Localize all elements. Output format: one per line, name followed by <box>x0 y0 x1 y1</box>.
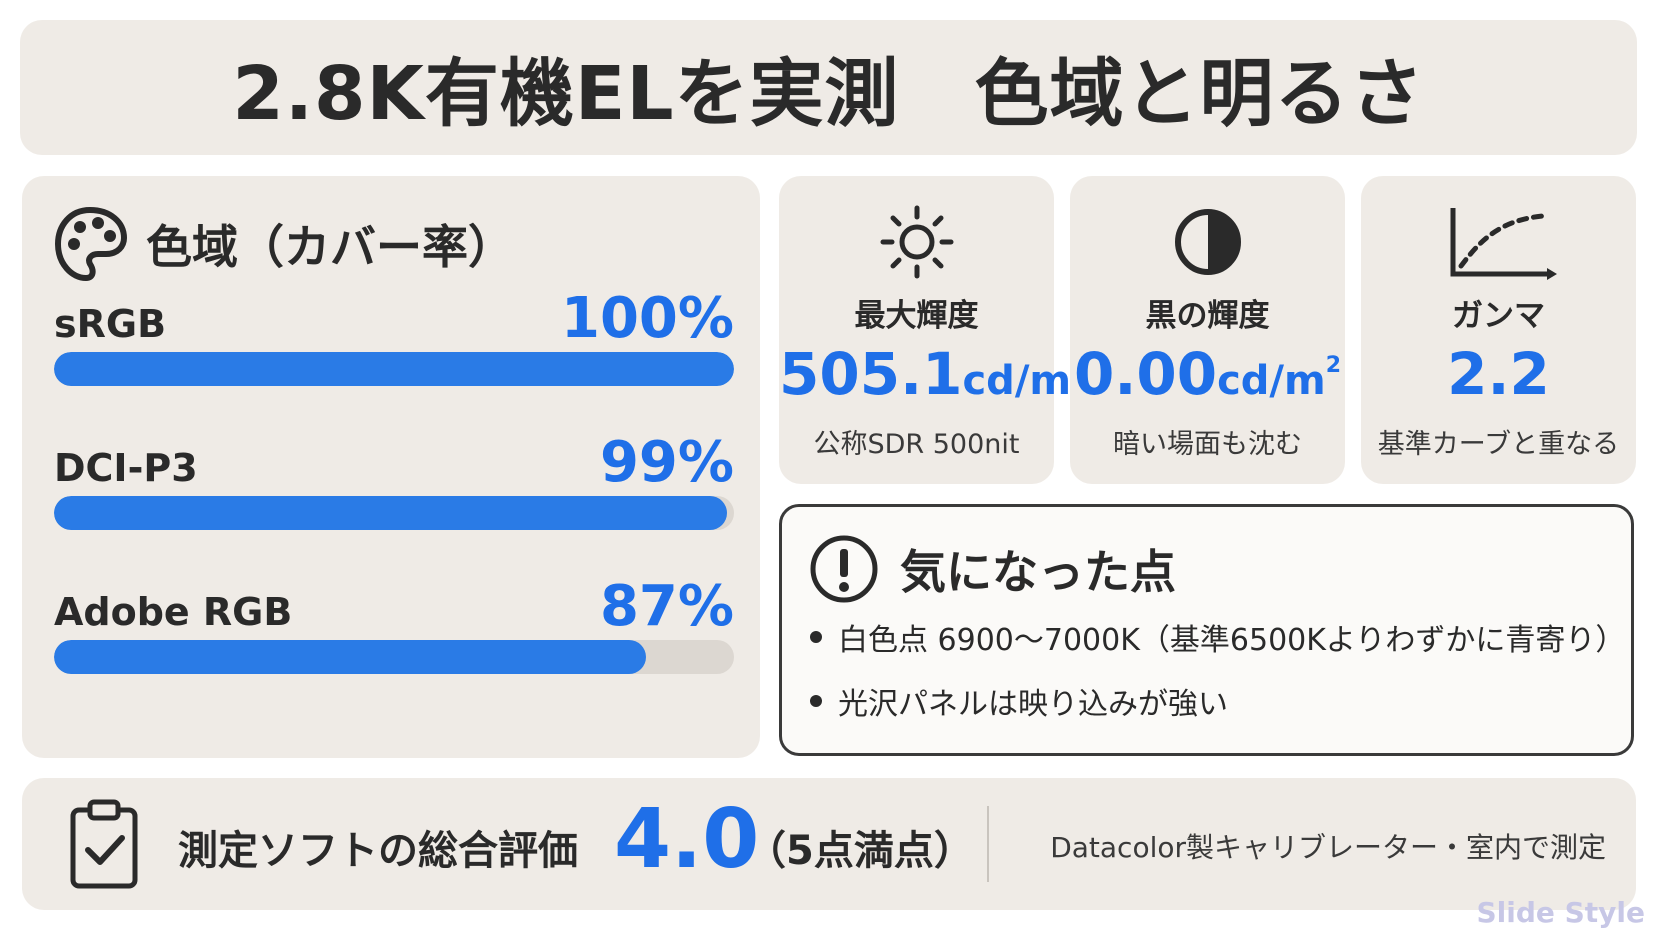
exclamation-icon <box>810 535 878 603</box>
summary-note: Datacolor製キャリブレーター・室内で測定 <box>1050 831 1606 864</box>
bullet-icon <box>810 631 822 643</box>
gamut-value: 100% <box>560 286 734 351</box>
stat-value: 505.1cd/m2 <box>779 340 1086 408</box>
stat-value: 2.2 <box>1361 340 1636 408</box>
divider <box>987 806 989 882</box>
concerns-header: 気になった点 <box>808 533 1176 605</box>
gamut-label: DCI-P3 <box>54 446 198 490</box>
watermark: Slide Style <box>1476 896 1645 929</box>
concerns-card: 気になった点 白色点 6900～7000K（基準6500Kよりわずかに青寄り） … <box>779 504 1634 756</box>
gamut-row-srgb: sRGB 100% <box>54 286 734 388</box>
gamut-bar-track <box>54 352 734 386</box>
stat-card-black-level: 黒の輝度 0.00cd/m2 暗い場面も沈む <box>1070 176 1345 484</box>
stat-subtext: 暗い場面も沈む <box>1113 429 1302 460</box>
curve-icon <box>1361 202 1636 282</box>
concern-text: 光沢パネルは映り込みが強い <box>838 687 1228 722</box>
stat-unit: cd/m <box>962 358 1072 404</box>
stat-number: 0.00 <box>1073 340 1218 408</box>
gamut-bar-fill <box>54 640 646 674</box>
stat-card-gamma: ガンマ 2.2 基準カーブと重なる <box>1361 176 1636 484</box>
summary-score: 4.0 <box>614 792 760 887</box>
stat-number: 2.2 <box>1447 340 1550 408</box>
stat-label: ガンマ <box>1452 298 1545 334</box>
palette-icon <box>55 207 127 281</box>
gamut-bar-fill <box>54 496 728 530</box>
summary-label: 測定ソフトの総合評価 <box>178 828 578 874</box>
gamut-row-adobergb: Adobe RGB 87% <box>54 574 734 676</box>
list-item: 白色点 6900～7000K（基準6500Kよりわずかに青寄り） <box>810 615 1625 659</box>
gamut-row-dcip3: DCI-P3 99% <box>54 430 734 532</box>
list-item: 光沢パネルは映り込みが強い <box>810 679 1625 723</box>
concerns-list: 白色点 6900～7000K（基準6500Kよりわずかに青寄り） 光沢パネルは映… <box>810 615 1625 743</box>
gamut-value: 87% <box>599 574 734 639</box>
concerns-heading: 気になった点 <box>900 545 1176 599</box>
stat-label: 最大輝度 <box>854 298 979 334</box>
stat-number: 505.1 <box>779 340 963 408</box>
gamut-label: Adobe RGB <box>54 590 293 634</box>
gamut-value: 99% <box>599 430 734 495</box>
concern-text: 白色点 6900～7000K（基準6500Kよりわずかに青寄り） <box>838 623 1626 658</box>
summary-max: （5点満点） <box>746 828 974 874</box>
gamut-bar-track <box>54 640 734 674</box>
gamut-card: 色域（カバー率） sRGB 100% DCI-P3 99% Adobe RGB … <box>22 176 760 758</box>
stat-subtext: 基準カーブと重なる <box>1377 429 1620 460</box>
gamut-label: sRGB <box>54 302 167 346</box>
page-title: 2.8K有機ELを実測 色域と明るさ <box>232 51 1425 137</box>
gamut-heading: 色域（カバー率） <box>146 220 514 274</box>
stat-label: 黒の輝度 <box>1145 298 1270 334</box>
stat-unit-sup: 2 <box>1325 353 1342 378</box>
stat-unit: cd/m <box>1217 358 1326 404</box>
clipboard-check-icon <box>70 799 138 889</box>
contrast-icon <box>1070 202 1345 282</box>
stat-card-peak-brightness: 最大輝度 505.1cd/m2 公称SDR 500nit <box>779 176 1086 484</box>
title-banner: 2.8K有機ELを実測 色域と明るさ <box>20 20 1637 155</box>
summary-bar: 測定ソフトの総合評価 4.0 （5点満点） Datacolor製キャリブレーター… <box>22 778 1636 910</box>
bullet-icon <box>810 695 822 707</box>
gamut-bar-track <box>54 496 734 530</box>
gamut-bar-fill <box>54 352 734 386</box>
sun-icon <box>779 202 1054 282</box>
stat-subtext: 公称SDR 500nit <box>813 429 1020 460</box>
stat-value: 0.00cd/m2 <box>1070 340 1345 408</box>
gamut-header: 色域（カバー率） <box>52 204 514 284</box>
